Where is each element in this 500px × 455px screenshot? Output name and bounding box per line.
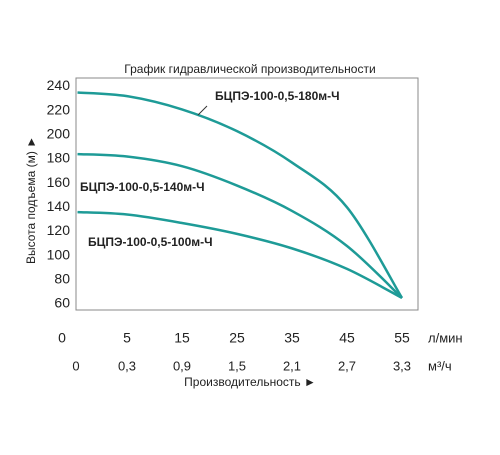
chart-title: График гидравлической производительности — [124, 62, 375, 76]
x2-tick-label: 0 — [72, 358, 79, 373]
y-tick-label: 200 — [47, 125, 71, 141]
y-tick-label: 120 — [47, 222, 71, 238]
x2-tick-label: 2,7 — [338, 358, 356, 373]
x2-tick-label: 3,3 — [393, 358, 411, 373]
x-tick-label: 5 — [123, 330, 131, 346]
x-tick-label: 25 — [229, 330, 245, 346]
y-tick-label: 60 — [54, 295, 70, 311]
x2-tick-label: 2,1 — [283, 358, 301, 373]
x2-tick-label: 0,9 — [173, 358, 191, 373]
series-label: БЦПЭ-100-0,5-100м-Ч — [88, 235, 213, 249]
y-tick-label: 180 — [47, 150, 71, 166]
y-tick-label: 160 — [47, 174, 71, 190]
x-tick-label: 55 — [394, 330, 410, 346]
x2-tick-label: 0,3 — [118, 358, 136, 373]
x2-unit: м³/ч — [428, 358, 452, 373]
x-axis-label: Производительность ► — [184, 375, 316, 389]
y-axis-label: Высота подъема (м) ► — [24, 136, 38, 264]
x-tick-label: 15 — [174, 330, 190, 346]
series-line — [77, 91, 404, 299]
x-unit: л/мин — [428, 330, 463, 345]
y-tick-label: 100 — [47, 246, 71, 262]
y-tick-label: 240 — [47, 77, 71, 93]
series-label: БЦПЭ-100-0,5-180м-Ч — [215, 89, 340, 103]
x-tick-label: 45 — [339, 330, 355, 346]
x2-tick-label: 1,5 — [228, 358, 246, 373]
series-label: БЦПЭ-100-0,5-140м-Ч — [80, 180, 205, 194]
x-tick-label: 0 — [58, 330, 66, 346]
series-line — [77, 152, 403, 299]
x-tick-label: 35 — [284, 330, 300, 346]
y-tick-label: 220 — [47, 101, 71, 117]
plot-frame — [75, 77, 419, 311]
series-line — [77, 210, 403, 300]
y-tick-label: 80 — [54, 270, 70, 286]
y-tick-label: 140 — [47, 198, 71, 214]
leader-line — [197, 105, 208, 116]
